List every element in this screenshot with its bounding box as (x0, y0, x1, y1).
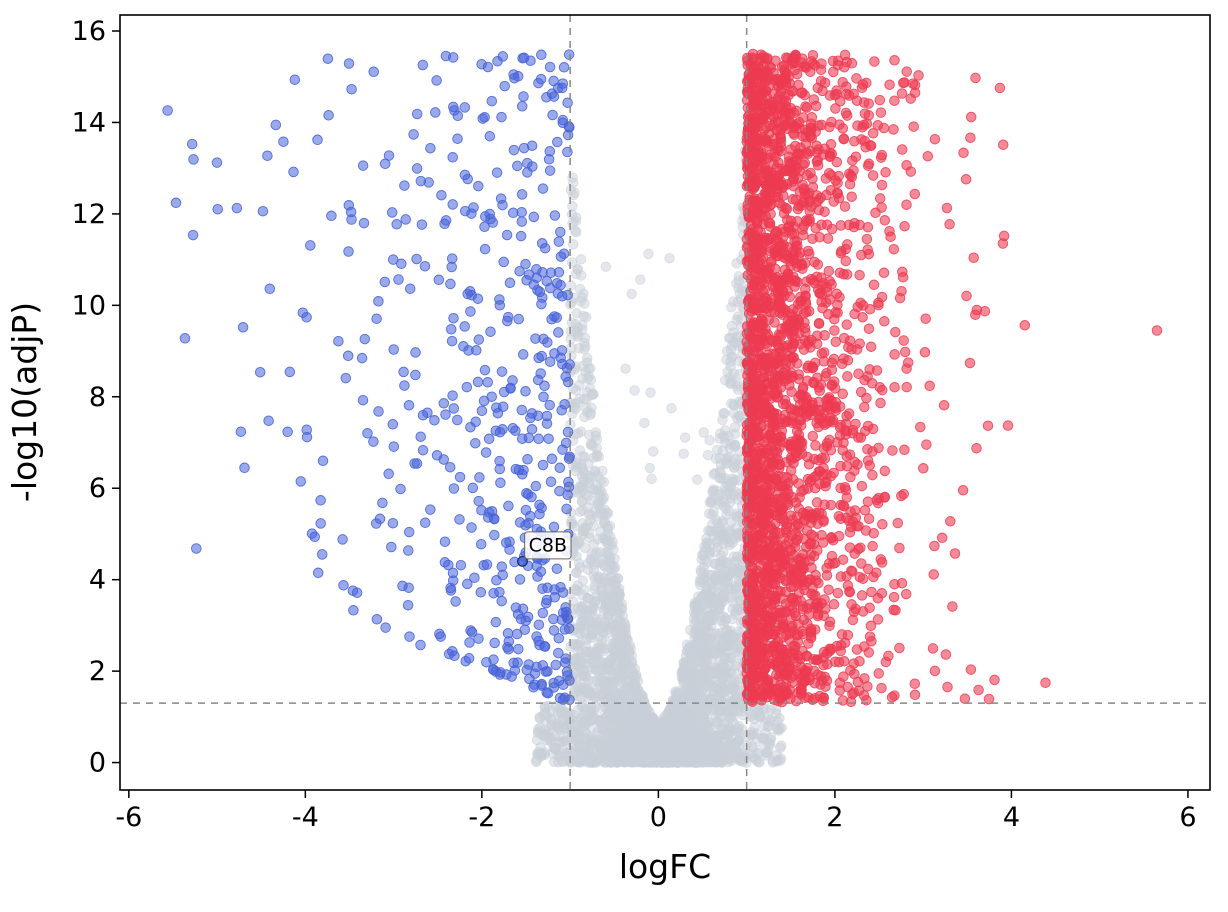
gene-label-c8b: C8B (529, 534, 567, 556)
y-tick-label: 12 (72, 199, 106, 230)
y-tick-label: 14 (72, 107, 106, 138)
y-tick-label: 2 (89, 656, 106, 687)
x-tick-label: 0 (650, 802, 667, 833)
outlier-point (1152, 326, 1162, 336)
x-tick-label: 2 (826, 802, 843, 833)
y-tick-label: 0 (89, 748, 106, 779)
x-tick-label: -2 (468, 802, 495, 833)
y-tick-label: 10 (72, 290, 106, 321)
y-tick-label: 8 (89, 382, 106, 413)
y-tick-label: 16 (72, 16, 106, 47)
y-tick-label: 4 (89, 565, 106, 596)
x-tick-label: 4 (1003, 802, 1020, 833)
x-axis-label: logFC (619, 847, 711, 886)
x-tick-label: -4 (292, 802, 319, 833)
x-tick-label: -6 (115, 802, 142, 833)
x-tick-label: 6 (1179, 802, 1196, 833)
y-axis-label: -log10(adjP) (5, 302, 44, 502)
y-tick-label: 6 (89, 473, 106, 504)
